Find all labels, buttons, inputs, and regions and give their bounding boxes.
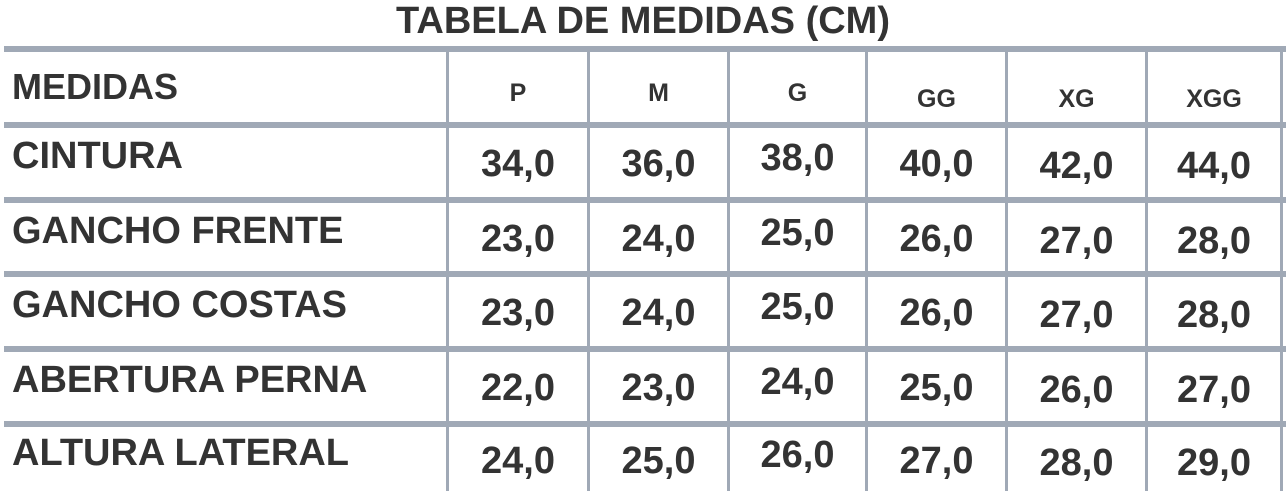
column-divider: [587, 48, 590, 491]
column-divider: [446, 48, 449, 491]
size-header-xgg: XGG: [1186, 84, 1242, 113]
measure-value: 23,0: [481, 292, 555, 334]
size-header-m: M: [648, 78, 669, 107]
row-divider: [4, 46, 1286, 52]
measure-value: 27,0: [1039, 294, 1114, 336]
row-divider: [4, 122, 1286, 128]
size-header-xg: XG: [1058, 84, 1095, 113]
measure-value: 27,0: [899, 439, 974, 482]
measure-value: 24,0: [481, 439, 555, 482]
measure-value: 29,0: [1177, 441, 1251, 484]
row-divider: [4, 197, 1286, 203]
column-divider: [865, 48, 868, 491]
measure-value: 34,0: [481, 143, 555, 185]
measure-value: 28,0: [1039, 441, 1114, 484]
measure-value: 25,0: [899, 367, 974, 409]
column-divider: [1145, 48, 1148, 491]
measure-value: 26,0: [1039, 369, 1114, 411]
measure-value: 23,0: [481, 217, 555, 260]
measure-value: 24,0: [760, 361, 835, 403]
measure-value: 38,0: [760, 137, 835, 179]
size-header-p: P: [509, 78, 527, 107]
header-label: MEDIDAS: [12, 66, 179, 107]
column-divider: [727, 48, 730, 491]
measure-value: 24,0: [621, 292, 696, 334]
measure-value: 44,0: [1177, 145, 1251, 187]
measure-value: 27,0: [1039, 219, 1114, 262]
measure-value: 28,0: [1177, 294, 1251, 336]
table-title: TABELA DE MEDIDAS (CM): [396, 0, 890, 42]
measure-value: 26,0: [760, 433, 835, 476]
row-label: CINTURA: [12, 135, 183, 177]
row-label: ALTURA LATERAL: [12, 431, 350, 474]
measure-value: 25,0: [760, 286, 835, 328]
measure-value: 24,0: [621, 217, 696, 260]
row-label: GANCHO FRENTE: [12, 209, 344, 252]
size-header-gg: GG: [917, 84, 956, 113]
measure-value: 25,0: [621, 439, 696, 482]
row-divider: [4, 271, 1286, 277]
measure-value: 25,0: [760, 211, 835, 254]
row-label: GANCHO COSTAS: [12, 284, 347, 326]
measure-value: 27,0: [1177, 369, 1251, 411]
measure-value: 22,0: [481, 367, 555, 409]
column-divider: [1280, 48, 1283, 491]
row-divider: [4, 346, 1286, 352]
measure-value: 26,0: [899, 292, 974, 334]
measure-value: 26,0: [899, 217, 974, 260]
row-divider: [4, 421, 1286, 427]
measure-value: 40,0: [899, 143, 974, 185]
measure-value: 28,0: [1177, 219, 1251, 262]
row-label: ABERTURA PERNA: [12, 359, 368, 401]
column-divider: [1005, 48, 1008, 491]
measure-value: 23,0: [621, 367, 696, 409]
measure-value: 36,0: [621, 143, 696, 185]
size-header-g: G: [787, 78, 808, 107]
measure-value: 42,0: [1039, 145, 1114, 187]
